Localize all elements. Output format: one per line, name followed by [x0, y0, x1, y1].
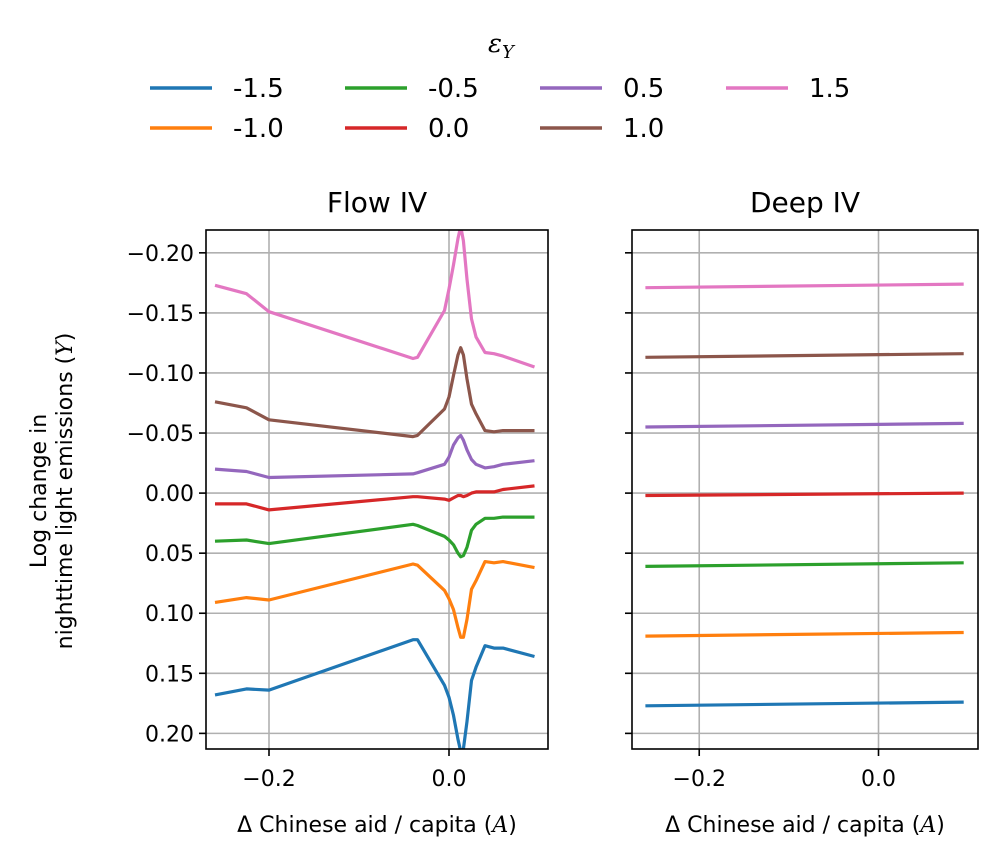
x-axis-title-flow-iv: Δ Chinese aid / capita (A)	[237, 813, 517, 838]
y-tick-label: 0.10	[145, 602, 194, 627]
legend-label: 1.0	[623, 114, 664, 144]
series-line-0.5	[214, 433, 535, 480]
y-tick-label: 0.05	[145, 542, 194, 567]
panel-title-deep-iv: Deep IV	[750, 186, 860, 219]
series-group	[645, 282, 964, 708]
legend-label: 0.5	[623, 74, 664, 104]
series-line-1.5	[645, 282, 964, 290]
x-axis-title-deep-iv: Δ Chinese aid / capita (A)	[665, 813, 945, 838]
series-line--1.5	[645, 700, 964, 708]
legend-label: -1.0	[233, 114, 284, 144]
series-line--0.5	[645, 561, 964, 568]
series-line-1.5	[214, 230, 536, 369]
plot-frame	[631, 229, 979, 750]
panel-title-flow-iv: Flow IV	[327, 186, 427, 219]
y-tick-label: 0.20	[145, 722, 194, 747]
x-tick-label: −0.2	[242, 767, 295, 792]
legend-item-0.0: 0.0	[345, 114, 469, 144]
series-line-0.5	[645, 421, 964, 429]
legend-item-1.5: 1.5	[726, 74, 850, 104]
series-line-1.0	[645, 352, 964, 359]
legend-title: εY	[488, 29, 516, 63]
series-line-1.0	[214, 346, 535, 439]
series-line--0.5	[214, 515, 535, 559]
x-tick-label: −0.2	[673, 767, 726, 792]
legend-item-0.5: 0.5	[540, 74, 664, 104]
x-tick-label: 0.0	[432, 767, 467, 792]
series-line--1.5	[214, 638, 535, 749]
series-group	[214, 230, 536, 749]
legend: εY -1.5 -1.0 -0.5 0.0 0.5 1.0 1.5	[150, 29, 850, 144]
y-axis-title: Log change in nighttime light emissions …	[27, 333, 78, 650]
panel-deep-iv: −0.2 0.0	[625, 229, 979, 792]
y-tick-label: −0.10	[127, 362, 194, 387]
legend-label: 0.0	[428, 114, 469, 144]
legend-item--1.0: -1.0	[150, 114, 284, 144]
plot-frame	[205, 229, 549, 750]
legend-item--0.5: -0.5	[345, 74, 479, 104]
legend-item-1.0: 1.0	[540, 114, 664, 144]
series-line-0.0	[645, 491, 964, 498]
series-line--1.0	[214, 559, 535, 639]
grid	[632, 230, 978, 749]
y-tick-label: −0.20	[127, 242, 194, 267]
x-tick-label: 0.0	[861, 767, 896, 792]
series-line-0.0	[215, 484, 535, 512]
legend-label: -1.5	[233, 74, 284, 104]
series-line--1.0	[645, 630, 964, 638]
y-tick-label: −0.15	[127, 302, 194, 327]
y-axis-title-line2: nighttime light emissions (Y)	[53, 333, 78, 650]
legend-label: 1.5	[809, 74, 850, 104]
grid	[206, 230, 548, 749]
y-axis-title-line1: Log change in	[27, 414, 52, 568]
y-tick-label: −0.05	[127, 422, 194, 447]
panel-flow-iv: 0.200.150.100.050.00−0.05−0.10−0.15−0.20…	[127, 229, 549, 792]
y-tick-label: 0.00	[145, 482, 194, 507]
y-tick-label: 0.15	[145, 662, 194, 687]
legend-label: -0.5	[428, 74, 479, 104]
legend-item--1.5: -1.5	[150, 74, 284, 104]
